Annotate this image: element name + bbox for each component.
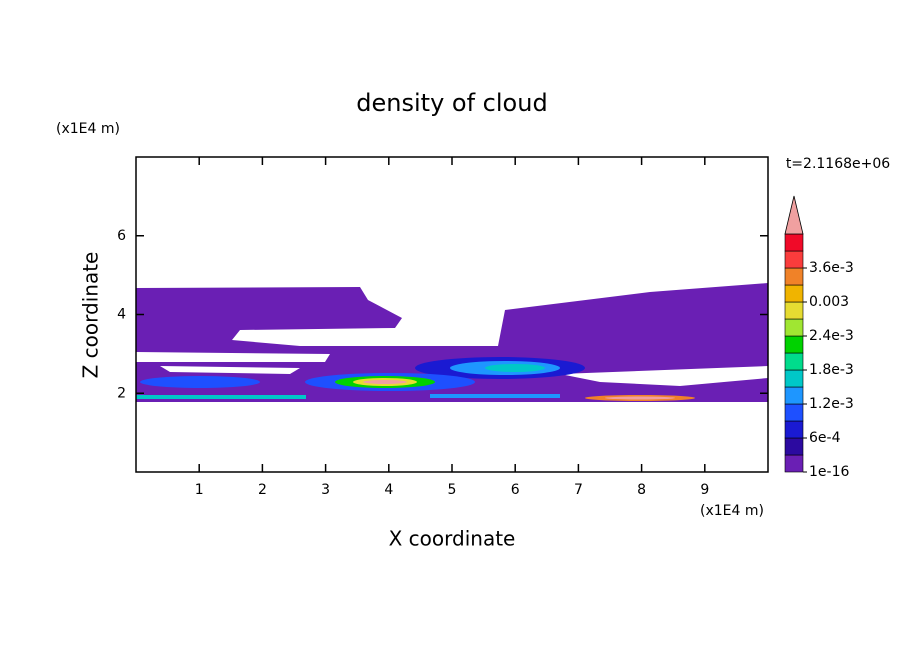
contour-region <box>485 364 545 372</box>
y-tick-label: 4 <box>117 307 126 323</box>
x-tick-label: 8 <box>637 482 646 498</box>
colorbar-label: 0.003 <box>809 294 849 310</box>
x-unit: (x1E4 m) <box>700 503 764 519</box>
colorbar-label: 1e-16 <box>809 464 849 480</box>
x-tick-label: 7 <box>574 482 583 498</box>
contour-region <box>430 394 560 398</box>
colorbar-label: 2.4e-3 <box>809 328 854 344</box>
x-tick-label: 4 <box>384 482 393 498</box>
x-axis-label: X coordinate <box>389 527 516 551</box>
y-unit: (x1E4 m) <box>56 121 120 137</box>
chart-title: density of cloud <box>356 89 547 117</box>
colorbar-box <box>784 352 804 371</box>
contour-gap <box>136 352 330 362</box>
colorbar-box <box>784 267 804 286</box>
contour-gap <box>160 366 300 374</box>
colorbar-box <box>784 403 804 422</box>
contour-gap <box>560 366 768 386</box>
x-tick-label: 5 <box>448 482 457 498</box>
contour-region <box>140 376 260 388</box>
colorbar-box <box>784 250 804 269</box>
colorbar-box <box>784 369 804 388</box>
colorbar-label: 3.6e-3 <box>809 260 854 276</box>
y-axis-label: Z coordinate <box>79 252 103 379</box>
colorbar-box <box>784 386 804 405</box>
x-tick-label: 3 <box>321 482 330 498</box>
colorbar-box <box>784 437 804 456</box>
colorbar-box <box>784 301 804 320</box>
contour-region <box>363 380 407 384</box>
x-tick-label: 6 <box>511 482 520 498</box>
contour-region <box>605 396 675 400</box>
colorbar-label: 1.8e-3 <box>809 362 854 378</box>
colorbar-label: 6e-4 <box>809 430 841 446</box>
y-tick-label: 6 <box>117 228 126 244</box>
colorbar-box <box>784 284 804 303</box>
time-annotation: t=2.1168e+06 <box>786 156 890 172</box>
colorbar-box <box>784 233 804 252</box>
colorbar-triangle <box>784 195 804 235</box>
contour-region <box>136 395 306 399</box>
x-tick-label: 1 <box>195 482 204 498</box>
colorbar-box <box>784 454 804 473</box>
colorbar-box <box>784 420 804 439</box>
colorbar-box <box>784 335 804 354</box>
x-tick-label: 9 <box>700 482 709 498</box>
colorbar-box <box>784 318 804 337</box>
contour-field <box>136 283 768 402</box>
x-tick-label: 2 <box>258 482 267 498</box>
colorbar-label: 1.2e-3 <box>809 396 854 412</box>
y-tick-label: 2 <box>117 385 126 401</box>
